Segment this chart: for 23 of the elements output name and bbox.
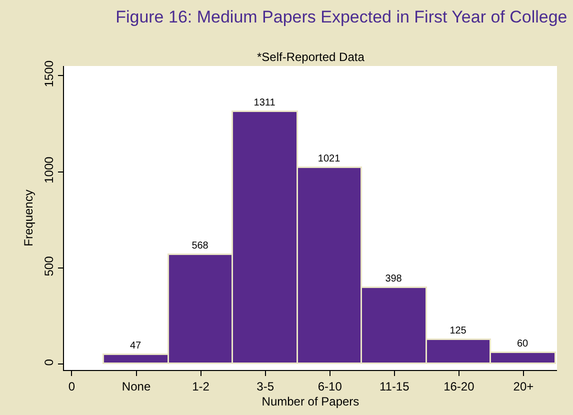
data-label: 568 — [192, 240, 209, 252]
x-tick-label: None — [122, 379, 151, 394]
y-axis-title: Frequency — [22, 190, 36, 246]
data-label: 398 — [385, 273, 402, 284]
data-label: 125 — [450, 325, 467, 336]
data-label: 1311 — [254, 97, 276, 108]
y-tick-label: 0 — [42, 358, 56, 366]
x-tick-label: 0 — [68, 379, 76, 394]
chart-title: Figure 16: Medium Papers Expected in First Year of College — [116, 7, 568, 26]
y-tick-label: 500 — [42, 256, 56, 276]
x-tick-label: 11-15 — [379, 379, 410, 394]
x-tick-label: 3-5 — [256, 379, 274, 394]
chart-subtitle: *Self-Reported Data — [257, 50, 365, 64]
x-tick-label: 6-10 — [318, 379, 342, 394]
y-tick-label: 1500 — [42, 60, 56, 88]
data-label: 1021 — [318, 153, 341, 164]
data-label: 60 — [516, 338, 529, 350]
y-tick-label: 1000 — [42, 156, 56, 184]
x-tick-label: 16-20 — [444, 379, 475, 394]
data-label: 47 — [130, 340, 142, 352]
x-axis-title: Number of Papers — [262, 394, 360, 408]
x-tick-label: 20+ — [513, 379, 534, 394]
x-tick-label: 1-2 — [192, 379, 210, 394]
